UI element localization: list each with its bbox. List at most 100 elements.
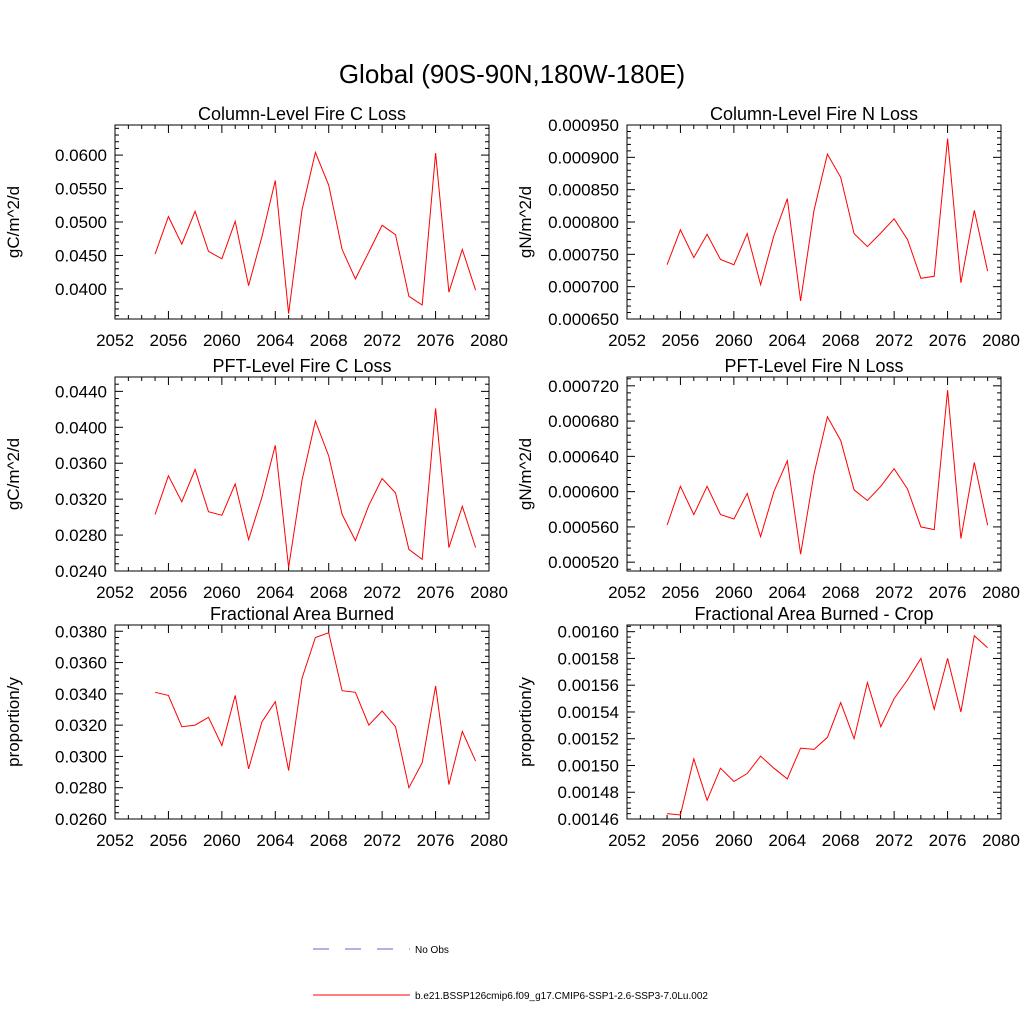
y-axis-label: gN/m^2/d — [516, 438, 535, 510]
figure-title: Global (90S-90N,180W-180E) — [339, 59, 685, 89]
plot-frame — [114, 624, 490, 820]
x-tick-label: 2068 — [310, 583, 348, 602]
series-line — [154, 150, 477, 314]
y-tick-label: 0.0600 — [55, 146, 107, 165]
x-tick-label: 2080 — [470, 583, 508, 602]
x-tick-label: 2052 — [96, 583, 134, 602]
panel-title: PFT-Level Fire C Loss — [212, 356, 391, 376]
panel-title: Fractional Area Burned - Crop — [694, 604, 933, 624]
y-tick-label: 0.0380 — [55, 622, 107, 641]
chart-panel-6: 2052 2056 2060 2064 2068 2072 2076 2080 0.00146 0… — [516, 604, 1020, 850]
x-tick-label: 2056 — [150, 331, 188, 350]
y-tick-label: 0.00156 — [558, 676, 619, 695]
y-tick-label: 0.000850 — [548, 181, 619, 200]
y-tick-label: 0.000560 — [548, 518, 619, 537]
y-tick-label: 0.0280 — [55, 526, 107, 545]
plot-frame — [626, 124, 1002, 320]
x-tick-label: 2064 — [768, 331, 806, 350]
y-axis-label: proportion/y — [4, 677, 23, 767]
x-tick-label: 2056 — [662, 583, 700, 602]
y-tick-label: 0.0260 — [55, 810, 107, 829]
x-tick-label: 2068 — [822, 583, 860, 602]
y-tick-label: 0.0300 — [55, 747, 107, 766]
x-tick-label: 2068 — [310, 331, 348, 350]
y-tick-label: 0.00152 — [558, 730, 619, 749]
x-tick-label: 2064 — [768, 583, 806, 602]
x-tick-label: 2052 — [96, 331, 134, 350]
x-tick-label: 2056 — [150, 831, 188, 850]
x-tick-label: 2072 — [875, 331, 913, 350]
y-tick-label: 0.000800 — [548, 213, 619, 232]
y-tick-label: 0.0360 — [55, 654, 107, 673]
y-tick-label: 0.000950 — [548, 116, 619, 135]
panel-title: Fractional Area Burned — [210, 604, 394, 624]
x-tick-label: 2076 — [929, 331, 967, 350]
panel-title: PFT-Level Fire N Loss — [724, 356, 903, 376]
series-line — [667, 634, 988, 816]
x-tick-label: 2052 — [608, 831, 646, 850]
x-tick-label: 2060 — [203, 583, 241, 602]
y-tick-label: 0.000720 — [548, 377, 619, 396]
y-tick-label: 0.0440 — [55, 382, 107, 401]
y-tick-label: 0.000900 — [548, 148, 619, 167]
panel-title: Column-Level Fire N Loss — [710, 104, 918, 124]
x-tick-label: 2064 — [768, 831, 806, 850]
y-tick-label: 0.00158 — [558, 649, 619, 668]
x-tick-label: 2060 — [715, 831, 753, 850]
x-tick-label: 2060 — [203, 831, 241, 850]
x-tick-label: 2072 — [363, 583, 401, 602]
x-tick-label: 2072 — [363, 331, 401, 350]
y-tick-label: 0.0550 — [55, 180, 107, 199]
y-tick-label: 0.0500 — [55, 213, 107, 232]
panel-title: Column-Level Fire C Loss — [198, 104, 406, 124]
x-tick-label: 2064 — [256, 331, 294, 350]
chart-panel-4: 2052 2056 2060 2064 2068 2072 2076 2080 0.000520… — [516, 356, 1020, 602]
y-axis-label: gN/m^2/d — [516, 186, 535, 258]
y-tick-label: 0.0280 — [55, 779, 107, 798]
x-tick-label: 2080 — [982, 583, 1020, 602]
x-tick-label: 2080 — [982, 331, 1020, 350]
y-tick-label: 0.00146 — [558, 810, 619, 829]
y-tick-label: 0.000640 — [548, 447, 619, 466]
x-tick-label: 2064 — [256, 583, 294, 602]
x-tick-label: 2080 — [470, 331, 508, 350]
x-tick-label: 2072 — [363, 831, 401, 850]
x-tick-label: 2068 — [822, 331, 860, 350]
legend: No Obs b.e21.BSSP126cmip6.f09_g17.CMIP6-… — [313, 945, 708, 1002]
y-tick-label: 0.0450 — [55, 246, 107, 265]
x-tick-label: 2076 — [929, 583, 967, 602]
chart-panels: 2052 2056 2060 2064 2068 2072 2076 2080 0.0400 0.… — [4, 104, 1020, 850]
y-tick-label: 0.0360 — [55, 454, 107, 473]
chart-panel-5: 2052 2056 2060 2064 2068 2072 2076 2080 0.0260 0.… — [4, 604, 508, 850]
x-tick-label: 2080 — [982, 831, 1020, 850]
y-tick-label: 0.0320 — [55, 490, 107, 509]
y-tick-label: 0.000600 — [548, 483, 619, 502]
x-tick-label: 2052 — [608, 583, 646, 602]
y-tick-label: 0.00160 — [558, 623, 619, 642]
x-tick-label: 2060 — [715, 583, 753, 602]
y-tick-label: 0.000520 — [548, 553, 619, 572]
x-tick-label: 2076 — [929, 831, 967, 850]
x-tick-label: 2060 — [203, 331, 241, 350]
series-line — [154, 408, 477, 568]
x-tick-label: 2076 — [417, 831, 455, 850]
y-tick-label: 0.000680 — [548, 412, 619, 431]
x-tick-label: 2052 — [96, 831, 134, 850]
chart-panel-3: 2052 2056 2060 2064 2068 2072 2076 2080 0.0240 0.… — [4, 356, 508, 602]
legend-obs-label: No Obs — [415, 945, 449, 956]
y-tick-label: 0.0400 — [55, 280, 107, 299]
y-tick-label: 0.00148 — [558, 783, 619, 802]
y-axis-label: gC/m^2/d — [4, 186, 23, 258]
y-tick-label: 0.0320 — [55, 716, 107, 735]
y-axis-label: gC/m^2/d — [4, 438, 23, 510]
plot-frame — [626, 624, 1002, 820]
series-line — [154, 632, 477, 790]
x-tick-label: 2056 — [662, 331, 700, 350]
y-axis-label: proportion/y — [516, 677, 535, 767]
x-tick-label: 2064 — [256, 831, 294, 850]
y-tick-label: 0.000700 — [548, 278, 619, 297]
x-tick-label: 2056 — [662, 831, 700, 850]
series-line — [666, 138, 989, 301]
x-tick-label: 2076 — [417, 331, 455, 350]
